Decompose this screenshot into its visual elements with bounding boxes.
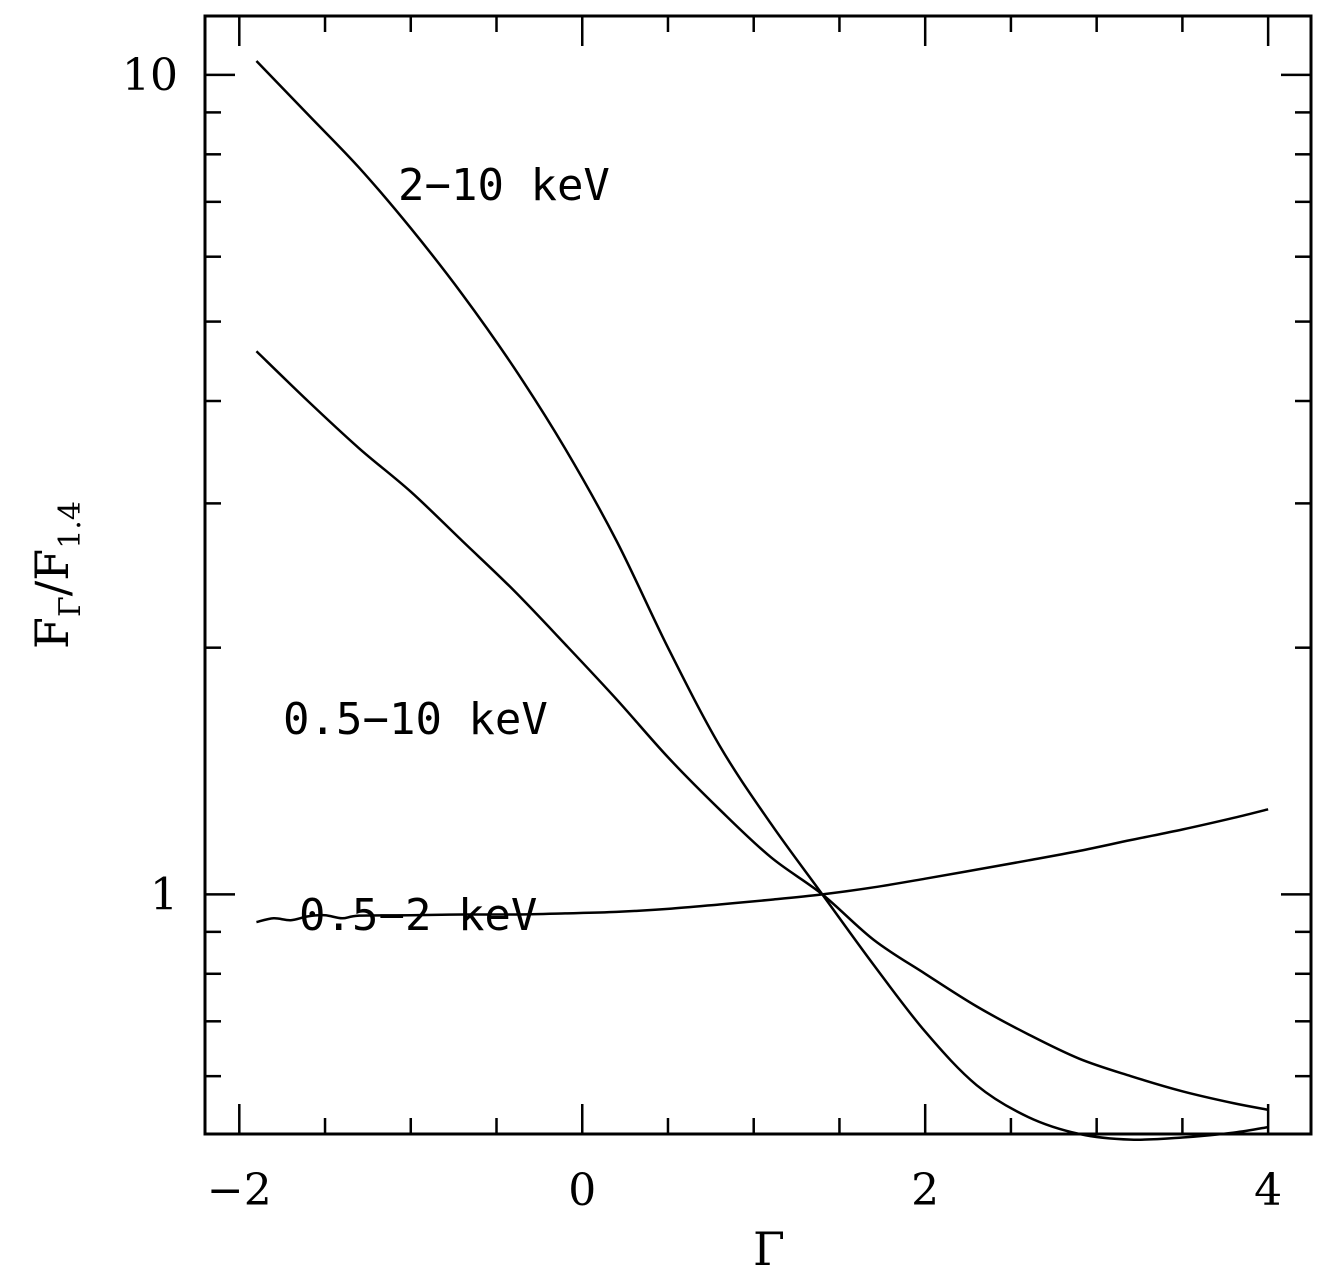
series-line-0.5-2kev: [256, 808, 1269, 924]
x-tick-label: 4: [1254, 1165, 1282, 1216]
x-tick-label: 2: [911, 1165, 939, 1216]
x-axis-label: Γ: [753, 1222, 785, 1276]
plot-frame: [203, 14, 1313, 1136]
series-curves: [255, 60, 1269, 1142]
series-label-0.5-10kev: 0.5−10 keV: [283, 694, 548, 745]
y-tick-label: 1: [150, 869, 178, 920]
series-line-0.5-10kev: [255, 350, 1269, 1111]
series-label-2-10kev: 2−10 keV: [398, 160, 610, 211]
x-tick-label: −2: [207, 1165, 272, 1216]
series-label-0.5-2kev: 0.5−2 keV: [299, 890, 537, 941]
y-axis-label-sub1: Γ: [53, 596, 88, 617]
series-line-2-10kev: [255, 60, 1269, 1142]
y-tick-label: 10: [122, 50, 178, 101]
y-axis-label-sep: /F: [25, 549, 79, 596]
tick-labels: −2 0 2 4 1 10: [122, 50, 1282, 1216]
x-tick-label: 0: [568, 1165, 596, 1216]
y-axis-label-main: F: [25, 617, 79, 649]
y-axis-label: FΓ/F1.4: [25, 501, 88, 649]
y-axis-label-sub2: 1.4: [53, 501, 88, 549]
axis-ticks: [205, 16, 1311, 1134]
